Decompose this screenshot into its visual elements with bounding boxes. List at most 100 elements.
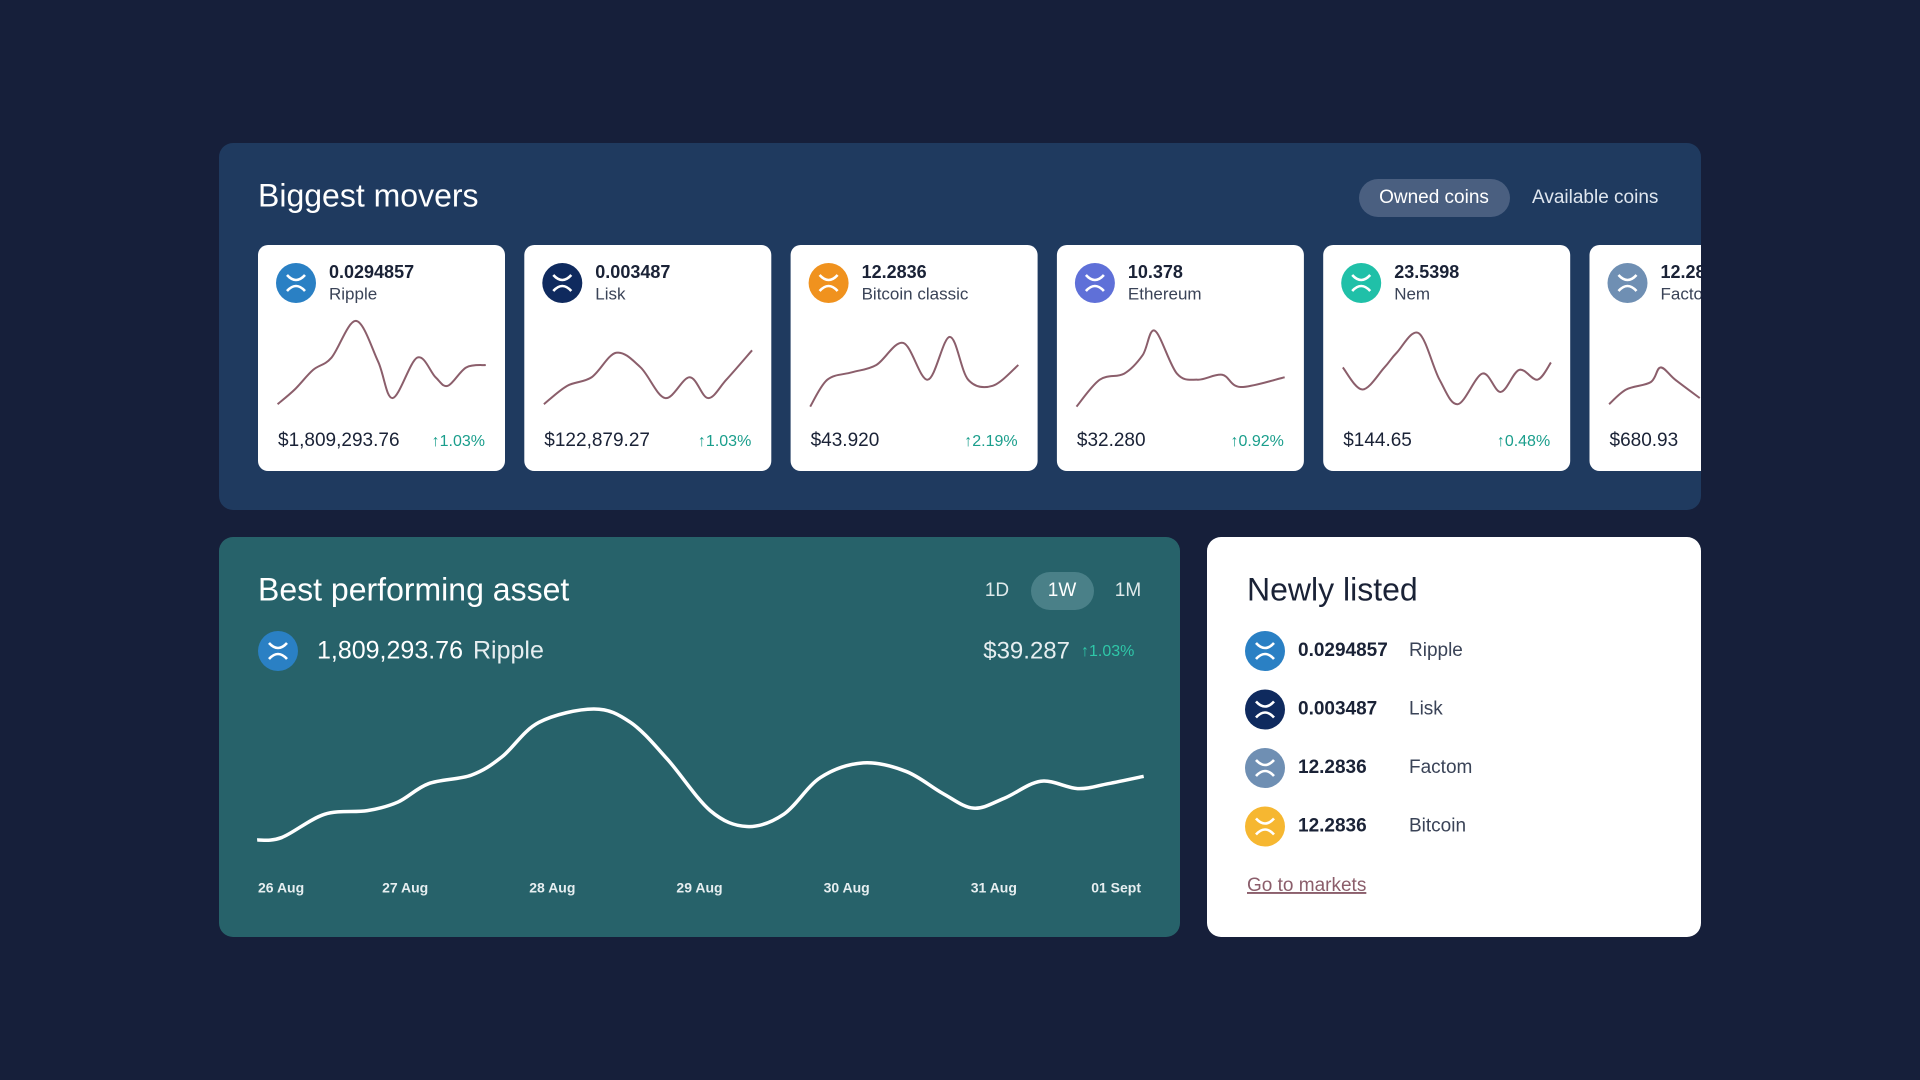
listed-name: Bitcoin [1409,816,1466,837]
coin-icon [1245,689,1285,730]
coin-card[interactable]: 12.2836 Factom $680.93 [1589,245,1837,471]
coin-icon [1245,748,1285,788]
date-label: 01 Sept [1091,880,1141,896]
coin-name: Factom [1661,284,1718,303]
date-label: 29 Aug [676,880,722,896]
listed-rows: 0.0294857 Ripple 0.003487 Lisk 12.2836 Factom… [1245,631,1472,847]
date-label: 27 Aug [382,880,428,896]
coin-price: $32.280 [1077,430,1146,451]
listed-name: Lisk [1409,699,1443,720]
coin-card[interactable]: 0.0294857 Ripple $1,809,293.76 ↑1.03% [258,245,505,471]
coin-icon [1245,631,1285,671]
coin-price: $144.65 [1343,430,1412,451]
coin-circle [808,263,849,303]
coin-circle [1245,631,1285,671]
coin-icon [542,263,583,303]
asset-title: Best performing asset [258,571,569,607]
coin-circle [1607,263,1648,303]
coin-icon [1245,806,1285,847]
listed-title: Newly listed [1247,571,1418,607]
coin-circle [542,263,583,303]
sparkline [1608,366,1701,405]
date-label: 26 Aug [258,880,304,896]
tab-pill[interactable] [1359,179,1510,217]
card-bg [258,245,505,471]
markets-link[interactable]: Go to markets [1247,875,1366,896]
coin-circle [1245,748,1285,788]
range[interactable]: 1W [1048,580,1077,601]
range-pill[interactable] [1031,572,1094,610]
coin-amount: 12.2836 [862,262,927,282]
coin-name: Lisk [595,284,626,303]
coin-glyph [1255,817,1275,836]
range[interactable]: 1D [985,580,1009,601]
sparkline [543,349,753,405]
coin-glyph [286,274,306,292]
date-axis: 26 Aug 27 Aug 28 Aug 29 Aug 30 Aug 31 Aug 01 S… [258,880,1141,896]
coin-glyph [1351,274,1372,292]
coin-icon [1341,263,1382,303]
tab[interactable]: Owned coins [1379,187,1489,208]
asset-amount: 1,809,293.76 [317,637,463,665]
coin-circle [276,263,316,303]
coin-card[interactable]: 23.5398 Nem $144.65 ↑0.48% [1323,245,1571,471]
date-label: 31 Aug [971,880,1017,896]
movers-title: Biggest movers [258,177,479,213]
coin-price: $122,879.27 [544,430,650,451]
listed-amount: 0.003487 [1298,699,1377,720]
coin-change: ↑0.92% [1231,433,1284,450]
coin-glyph [1084,274,1105,292]
coin-price: $43.920 [811,430,880,451]
listed-name: Factom [1409,757,1472,778]
coin-icon [1607,263,1648,303]
coin-circle [1245,689,1285,730]
card-bg [524,245,772,471]
coin-price: $680.93 [1610,430,1679,451]
asset-change: ↑1.03% [1081,643,1134,660]
coin-glyph [1255,700,1275,719]
date-label: 28 Aug [529,880,575,896]
card-bg [1323,245,1571,471]
card-bg [1056,245,1304,471]
asset-name: Ripple [473,637,544,665]
coin-icon [276,263,316,303]
coin-change: ↑1.03% [698,433,751,450]
coin-icon [1074,263,1115,303]
coin-name: Ripple [329,284,377,303]
coin-amount: 0.003487 [595,262,670,282]
coin-circle [1074,263,1115,303]
listed-amount: 12.2836 [1298,816,1367,837]
coin-change: ↑1.03% [432,433,485,450]
coin-circle [258,631,298,671]
coin-glyph [268,642,288,660]
asset-panel [219,537,1180,937]
coin-card[interactable]: 10.378 Ethereum $32.280 ↑0.92% [1056,245,1304,471]
listed-name: Ripple [1409,640,1463,661]
coin-icon [808,263,849,303]
coin-name: Nem [1394,284,1430,303]
coin-amount: 12.2836 [1661,262,1726,282]
tab[interactable]: Available coins [1532,187,1658,208]
coin-amount: 10.378 [1128,262,1183,282]
range[interactable]: 1M [1115,580,1141,601]
coin-change: ↑0.48% [1497,433,1550,450]
coin-icon [258,631,298,671]
coin-glyph [552,274,573,292]
coin-name: Ethereum [1128,284,1202,303]
coin-card[interactable]: 12.2836 Bitcoin classic $43.920 ↑2.19% [790,245,1038,471]
sparkline [809,335,1020,408]
sparkline [276,319,486,405]
listed-amount: 12.2836 [1298,757,1367,778]
coin-amount: 23.5398 [1394,262,1459,282]
card-bg [1589,245,1701,471]
coin-glyph [818,274,839,292]
listed-panel [1207,537,1701,937]
coin-price: $1,809,293.76 [278,430,400,451]
coin-glyph [1255,759,1275,777]
price-line [256,707,1145,842]
coin-change: ↑2.19% [964,433,1017,450]
coin-card[interactable]: 0.003487 Lisk $122,879.27 ↑1.03% [524,245,772,471]
